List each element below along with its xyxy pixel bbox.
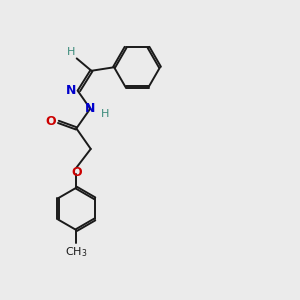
Text: O: O bbox=[71, 167, 82, 179]
Text: O: O bbox=[45, 116, 56, 128]
Text: N: N bbox=[66, 84, 76, 97]
Text: CH$_3$: CH$_3$ bbox=[65, 245, 88, 259]
Text: H: H bbox=[67, 47, 75, 57]
Text: H: H bbox=[101, 109, 110, 119]
Text: N: N bbox=[85, 102, 95, 115]
